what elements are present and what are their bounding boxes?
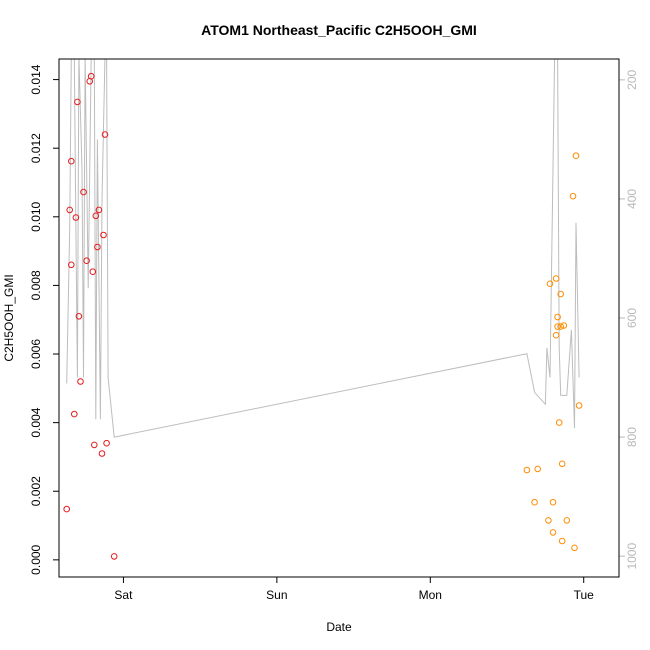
scatter-point-s1-4 xyxy=(68,157,75,165)
x-tick-label-1: Sat xyxy=(114,588,133,602)
scatter-point-s1-7 xyxy=(74,98,81,106)
scatter-point-s2-19 xyxy=(569,192,577,200)
plot-frame xyxy=(58,58,620,578)
scatter-point-s1-19 xyxy=(98,450,106,457)
scatter-point-s1-21 xyxy=(101,131,109,138)
y-tick-label-7: 0.012 xyxy=(29,133,43,163)
scatter-point-s2-22 xyxy=(575,402,583,409)
scatter-point-s2-6 xyxy=(549,498,557,506)
scatter-point-s1-22 xyxy=(103,439,110,447)
scatter-point-s2-14 xyxy=(557,323,565,330)
scatter-point-s1-14 xyxy=(89,268,97,276)
y-tick-label-5: 0.008 xyxy=(29,270,43,300)
scatter-point-s1-23 xyxy=(110,553,118,560)
scatter-point-s2-11 xyxy=(554,323,561,330)
scatter-point-s1-8 xyxy=(75,313,83,320)
scatter-point-s2-8 xyxy=(552,331,560,339)
scatter-point-s2-17 xyxy=(560,322,568,329)
scatter-point-s2-3 xyxy=(534,465,542,473)
x-tick-label-2: Sun xyxy=(266,588,287,602)
y-tick-label-6: 0.010 xyxy=(29,201,43,231)
scatter-point-s2-20 xyxy=(571,544,578,552)
x-tick-label-4: Tue xyxy=(574,588,595,602)
scatter-point-s1-3 xyxy=(68,261,75,269)
y-axis-label: C2H5OOH_GMI xyxy=(2,274,16,361)
chart-title: ATOM1 Northeast_Pacific C2H5OOH_GMI xyxy=(201,22,477,38)
scatter-point-s1-9 xyxy=(77,378,84,385)
x-axis-label: Date xyxy=(326,620,352,634)
axes-layer: Sat Sun Mon Tue 0.000 0.002 0.004 0.006 0.008 0.0… xyxy=(29,64,639,602)
scatter-point-s2-12 xyxy=(555,419,563,426)
y-tick-label-3: 0.004 xyxy=(29,407,43,437)
scatter-point-s1-2 xyxy=(66,206,73,214)
scatter-point-s1-13 xyxy=(87,72,95,80)
scatter-point-s2-2 xyxy=(531,498,538,506)
y-tick-label-2: 0.002 xyxy=(29,476,43,506)
scatter-point-s2-21 xyxy=(572,152,580,159)
scatter-point-s1-17 xyxy=(94,243,101,251)
scatter-point-s1-16 xyxy=(92,212,100,220)
scatter-point-s2-5 xyxy=(546,280,554,288)
y2-tick-label-1: 200 xyxy=(625,69,639,89)
pressure-line xyxy=(66,59,580,438)
scatter-points-layer xyxy=(63,72,583,560)
scatter-point-s2-16 xyxy=(558,537,566,545)
scatter-point-s1-6 xyxy=(72,214,80,221)
y-tick-label-8: 0.014 xyxy=(29,64,43,94)
scatter-point-s1-10 xyxy=(80,188,87,196)
pressure-line-layer xyxy=(66,59,580,438)
y2-tick-label-2: 400 xyxy=(625,189,639,209)
scatter-point-s1-20 xyxy=(100,231,107,239)
scatter-point-s1-11 xyxy=(83,257,90,265)
y-tick-label-1: 0.000 xyxy=(29,544,43,574)
y2-tick-label-4: 800 xyxy=(625,427,639,447)
scatter-point-s2-10 xyxy=(554,313,561,321)
y2-tick-label-3: 600 xyxy=(625,308,639,328)
y-tick-label-4: 0.006 xyxy=(29,339,43,369)
scatter-point-s1-18 xyxy=(95,206,103,214)
scatter-point-s2-9 xyxy=(552,275,560,282)
scatter-point-s2-1 xyxy=(523,466,531,474)
scatter-point-s2-13 xyxy=(557,290,565,298)
scatter-point-s2-15 xyxy=(558,460,566,468)
y2-tick-label-5: 1000 xyxy=(625,543,639,570)
scatter-point-s1-15 xyxy=(91,441,98,449)
scatter-point-s1-5 xyxy=(71,410,78,418)
x-tick-label-3: Mon xyxy=(419,588,442,602)
scatter-point-s1-1 xyxy=(63,505,70,513)
scatter-point-s2-4 xyxy=(545,517,552,524)
scatter-point-s2-18 xyxy=(563,517,571,524)
scatter-point-s2-7 xyxy=(549,529,557,536)
